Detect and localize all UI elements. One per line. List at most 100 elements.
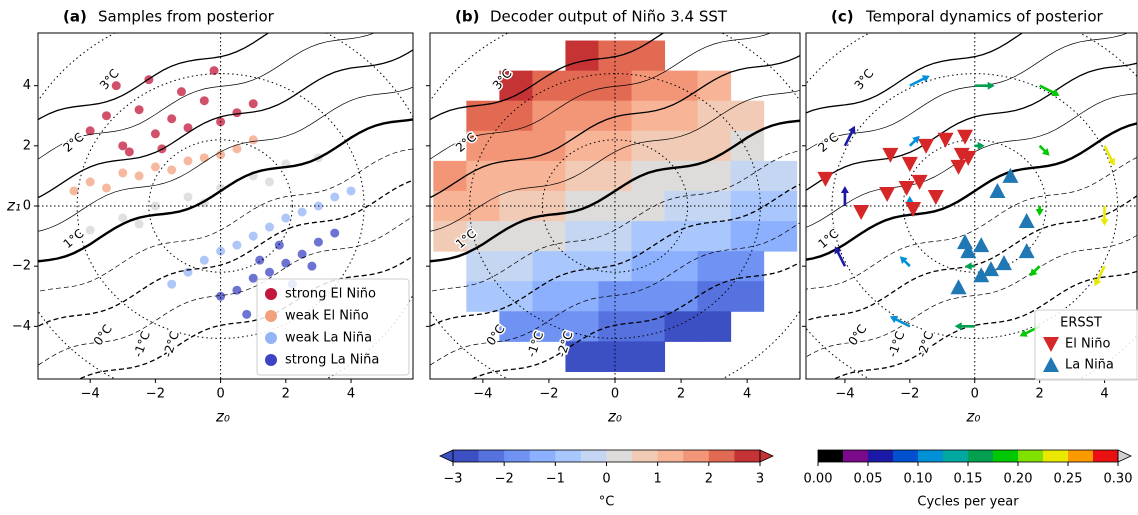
event-marker xyxy=(882,147,899,163)
heatmap-cell xyxy=(730,100,765,132)
scatter-point xyxy=(85,126,95,136)
contour-line xyxy=(806,62,1137,192)
scatter-point xyxy=(101,111,111,121)
heatmap-cell xyxy=(532,251,566,282)
colorbar-tick-label: 3 xyxy=(756,472,764,487)
colorbar-tick-label: 2 xyxy=(705,472,713,487)
event-marker xyxy=(973,237,990,253)
legend-marker xyxy=(265,310,277,322)
panel-label: (a) xyxy=(63,8,87,26)
flow-arrow xyxy=(1029,265,1041,277)
plot-area: 3°C2°C1°C0°C -1°C -2°C xyxy=(430,33,800,379)
colorbar-bin xyxy=(734,450,761,462)
heatmap-cell xyxy=(631,160,666,192)
scatter-point xyxy=(232,108,242,118)
scatter-point xyxy=(313,237,323,247)
scatter-point xyxy=(150,129,160,139)
flow-arrow xyxy=(840,186,849,206)
colorbar-bin xyxy=(632,450,659,462)
flow-arrow xyxy=(1039,84,1060,97)
contour-line xyxy=(430,54,800,199)
flow-arrow xyxy=(908,135,920,147)
colorbar-tick-label: 0.20 xyxy=(1004,472,1033,487)
colorbar-tick-label: 0.25 xyxy=(1054,472,1083,487)
legend-marker xyxy=(1043,337,1059,352)
colorbar-label: Cycles per year xyxy=(917,495,1019,510)
heatmap-cell xyxy=(631,311,666,342)
contour-label: 2°C xyxy=(61,130,87,155)
scatter-point xyxy=(281,213,291,223)
event-marker xyxy=(950,279,967,295)
scatter-point xyxy=(297,207,307,217)
legend-box xyxy=(256,278,410,376)
flow-arrow xyxy=(1100,206,1109,226)
scatter-point xyxy=(281,258,291,268)
heatmap-cell xyxy=(565,221,599,252)
scatter-point xyxy=(118,141,128,151)
y-tick-label: −2 xyxy=(12,259,31,274)
scatter-point xyxy=(134,105,144,115)
heatmap-cell xyxy=(499,160,533,192)
event-marker xyxy=(927,189,944,205)
contour-line xyxy=(430,33,665,121)
heatmap-cell xyxy=(664,130,699,162)
contour-label: 0°C xyxy=(845,322,869,348)
flow-arrow xyxy=(964,262,975,271)
colorbar-bin xyxy=(580,450,607,462)
contour-line xyxy=(806,93,1137,228)
scatter-point xyxy=(134,219,144,229)
colorbar-label: °C xyxy=(599,495,615,510)
event-marker xyxy=(973,267,990,283)
event-marker xyxy=(853,205,870,221)
contour-line xyxy=(38,33,376,160)
heatmap-cell xyxy=(565,130,599,162)
contour-line xyxy=(430,33,772,160)
scatter-point xyxy=(307,261,317,271)
event-marker xyxy=(1002,167,1019,183)
colorbar-bin xyxy=(818,450,844,462)
heatmap-cell xyxy=(499,130,533,162)
legend-label: weak El Niño xyxy=(285,309,369,324)
scatter-point xyxy=(265,222,275,232)
scatter-point xyxy=(199,96,209,106)
flow-arrow xyxy=(1103,145,1115,166)
flow-arrow xyxy=(1038,144,1050,156)
contour-line xyxy=(806,122,1137,261)
x-axis-label: z₀ xyxy=(215,408,230,426)
contour-line xyxy=(38,118,413,263)
x-tick-label: 2 xyxy=(282,387,290,402)
heatmap-cell xyxy=(697,160,732,192)
heatmap-cell xyxy=(532,100,566,132)
contour-line xyxy=(806,156,1137,290)
scatter-point xyxy=(124,147,134,157)
heatmap-cell xyxy=(730,221,765,252)
heatmap-cell xyxy=(565,251,599,282)
flow-arrow xyxy=(974,141,985,150)
flow-arrow xyxy=(909,75,930,87)
scatter-point xyxy=(167,114,177,124)
x-tick-label: 4 xyxy=(743,387,751,402)
legend-marker xyxy=(265,332,277,344)
contour-line xyxy=(430,89,800,232)
colorbar-tick-label: 0.00 xyxy=(804,472,833,487)
x-tick-label: 0 xyxy=(611,387,619,402)
colorbar-tick-label: −1 xyxy=(546,472,565,487)
event-marker xyxy=(989,182,1006,198)
heatmap-cell xyxy=(565,160,599,192)
event-marker xyxy=(957,129,974,145)
legend-title: ERSST xyxy=(1060,316,1102,331)
scatter-point xyxy=(183,192,193,202)
heatmap-cell xyxy=(499,100,533,132)
contour-label: 3°C xyxy=(852,66,877,92)
colorbar-bin xyxy=(708,450,735,462)
scatter-point xyxy=(199,255,209,265)
scatter-point xyxy=(199,153,209,163)
event-marker xyxy=(1018,243,1035,259)
guide-circle xyxy=(541,139,689,273)
heatmap-cell xyxy=(598,311,633,342)
heatmap-cell xyxy=(763,221,798,252)
legend-marker xyxy=(1043,357,1059,372)
colorbar-bin xyxy=(657,450,684,462)
